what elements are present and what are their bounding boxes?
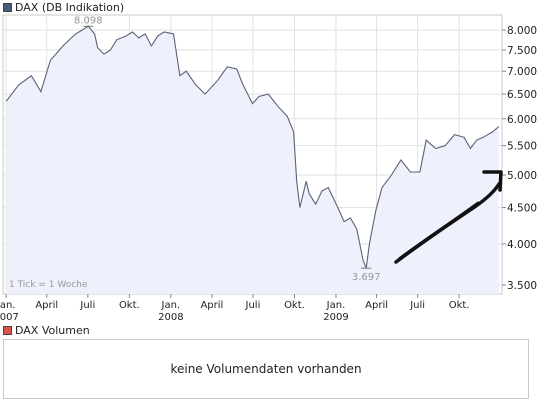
x-axis: Jan.2007AprilJuliOkt.Jan.2008AprilJuliOk… [0,294,470,323]
price-legend-label: DAX (DB Indikation) [15,0,125,14]
volume-legend-label: DAX Volumen [15,323,90,337]
x-tick-label: April [200,300,223,311]
volume-legend-swatch [3,325,12,335]
x-tick-label: Okt. [119,300,140,311]
volume-message: keine Volumendaten vorhanden [170,362,362,376]
x-tick-label: Juli [409,300,425,311]
y-tick-label: 4.500 [507,203,537,215]
y-tick-label: 6.000 [507,114,537,126]
tick-note: 1 Tick = 1 Woche [9,280,88,290]
y-tick-label: 4.000 [507,239,537,251]
price-legend-swatch [3,2,12,12]
x-tick-year-label: 2007 [0,312,19,323]
x-tick-year-label: 2009 [323,312,348,323]
y-tick-label: 7.000 [507,66,537,78]
annotations: 8.098 3.697 [74,15,381,283]
y-tick-label: 5.000 [507,170,537,182]
y-tick-label: 6.500 [507,89,537,101]
y-axis: 3.500 4.000 4.500 5.000 5.500 6.000 6.500 7.000… [502,25,537,292]
extreme-label: 8.098 [74,15,103,26]
x-tick-label: April [365,300,388,311]
x-tick-label: Okt. [284,300,305,311]
volume-panel: keine Volumendaten vorhanden [3,339,529,399]
x-tick-label: Okt. [449,300,470,311]
y-tick-label: 7.500 [507,45,537,57]
extreme-label: 3.697 [352,272,381,283]
x-tick-label: Jan. [0,300,15,311]
volume-legend: DAX Volumen [3,323,90,337]
price-area [6,26,499,295]
x-tick-label: Jan. [161,300,181,311]
x-tick-label: Jan. [326,300,346,311]
x-tick-year-label: 2008 [158,312,183,323]
x-tick-label: Juli [245,300,261,311]
price-legend: DAX (DB Indikation) [3,0,125,14]
x-tick-label: Juli [79,300,95,311]
price-line [5,25,500,269]
price-chart: 8.098 3.697 3.500 4.000 4.500 5.000 5.500 6.00… [0,14,537,323]
hand-drawn-arrow-icon [394,170,503,264]
x-tick-label: April [35,300,58,311]
y-tick-label: 5.500 [507,141,537,153]
y-tick-label: 8.000 [507,25,537,37]
y-tick-label: 3.500 [507,280,537,292]
